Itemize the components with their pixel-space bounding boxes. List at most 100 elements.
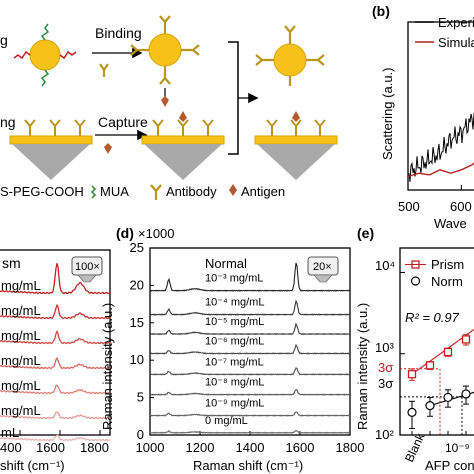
panel-e-ytick-3: 10³: [375, 340, 394, 355]
panel-b-tick-500: 500: [398, 199, 420, 214]
panel-d-conc-label: 10⁻⁹ mg/mL: [205, 398, 264, 410]
panel-e-legend: Prism Norm: [405, 257, 464, 289]
panel-b-chart: (b) Scattering (a.u.) Experim Simulat 50…: [372, 3, 474, 231]
panel-b-label: (b): [372, 3, 390, 19]
panel-d-conc-label: 0 mg/mL: [205, 415, 248, 427]
prism-spectrum-line: [0, 356, 111, 370]
panel-e-ylabel: Raman intensity (a.u.): [355, 303, 370, 430]
panel-d-title: Normal: [205, 256, 247, 271]
legend-antibody: Antibody: [166, 184, 217, 199]
prism-data-point: [425, 361, 435, 370]
prism-spectrum-line: [0, 329, 111, 345]
panel-c-conc-label: mg/mL: [1, 278, 41, 293]
panel-e-label: (e): [357, 225, 374, 241]
antibody-legend-icon: [150, 184, 162, 200]
panel-c-tick-1600: 1600: [36, 440, 65, 455]
legend-normal: Norm: [431, 274, 463, 289]
panel-c-tick-1800: 1800: [80, 440, 109, 455]
prism-substrate-right: [254, 111, 338, 180]
antigen-legend-icon: [229, 184, 237, 196]
normal-data-point: [425, 401, 435, 411]
normal-data-point: [443, 392, 453, 403]
panel-d-conc-label: 10⁻³ mg/mL: [205, 273, 263, 285]
panel-d-xtick-label: 1000: [136, 440, 165, 455]
objective-20x-label: 20×: [313, 261, 332, 273]
panel-d-ytick-label: 0: [137, 427, 144, 442]
gold-nanoparticle-result: [255, 25, 325, 86]
left-cut-text-2: ng: [0, 114, 16, 130]
panel-e-r2: R² = 0.97: [405, 310, 460, 325]
normal-spectrum-line: [149, 262, 351, 292]
prism-data-point: [407, 370, 417, 379]
normal-spectrum-line: [149, 343, 351, 355]
panel-d-conc-label: 10⁻⁵ mg/mL: [205, 316, 264, 328]
panel-e-ytick-4: 10⁴: [375, 258, 395, 273]
legend-experimental: Experim: [438, 15, 474, 30]
panel-d-xtick-label: 1600: [286, 440, 315, 455]
normal-spectrum-line: [149, 299, 351, 316]
prism-spectrum-line: [0, 303, 111, 320]
panel-c-prism-label: sm: [2, 255, 21, 271]
panel-d-chart: (d) ×1000 Raman intensity (a.u.) 0 5 10 15 2…: [100, 225, 364, 473]
panel-c-conc-label: mg/mL: [1, 303, 41, 318]
panel-d-xtick-label: 1800: [336, 440, 365, 455]
panel-c-conc-label: mg/mL: [1, 403, 41, 418]
panel-d-multiplier: ×1000: [138, 226, 175, 241]
three-sigma-red: 3σ: [378, 360, 393, 375]
panel-b-tick-600: 600: [450, 199, 472, 214]
antibody-icon: [99, 63, 109, 77]
panel-c-conc-label: mg/mL: [1, 353, 41, 368]
panel-c-chart: sm 100× mg/mL mg/mL mg/mL mg/mL mg/mL mg/mL mL…: [0, 249, 111, 473]
panel-e-xtick-1e-9: 10⁻⁹: [445, 441, 470, 455]
panel-b-ylabel: Scattering (a.u.): [380, 68, 395, 161]
normal-data-point: [407, 407, 417, 417]
legend-simulated: Simulat: [438, 35, 474, 50]
prism-substrate-middle: [141, 111, 225, 180]
capture-label: Capture: [98, 114, 148, 130]
prism-fit-line: [411, 328, 474, 375]
gold-nanoparticle-antibody: [130, 15, 200, 85]
gold-nanoparticle-bare: [13, 23, 77, 87]
prism-data-point: [443, 347, 453, 357]
scattering-series-line: [407, 112, 474, 182]
normal-spectrum-line: [149, 411, 351, 417]
prism-spectrum-line: [0, 263, 111, 295]
normal-spectrum-line: [149, 429, 351, 434]
prism-spectrum-line: [0, 411, 111, 420]
panel-b-xlabel: Wave: [434, 216, 467, 231]
panel-c-tick-400: 400: [0, 440, 22, 455]
panel-d-conc-label: 10⁻⁸ mg/mL: [205, 377, 264, 389]
objective-20x-icon: 20×: [307, 256, 339, 283]
binding-label: Binding: [95, 25, 142, 41]
prism-spectrum-line: [0, 384, 110, 395]
panel-c-conc-label: mg/mL: [1, 378, 41, 393]
three-sigma-black: 3σ: [378, 376, 393, 391]
objective-100x-icon: 100×: [71, 256, 103, 283]
panel-d-ylabel: Raman intensity (a.u.): [100, 303, 115, 430]
normal-data-point: [461, 389, 471, 399]
panel-d-label: (d): [116, 225, 134, 241]
schematic-legend: S-PEG-COOH MUA Antibody Antigen: [0, 184, 285, 200]
panel-d-ytick-label: 10: [130, 352, 144, 367]
legend-prism: Prism: [431, 257, 464, 272]
panel-d-conc-label: 10⁻⁷ mg/mL: [205, 356, 264, 368]
prism-data-point: [461, 335, 471, 344]
panel-c-conc-label: mL: [1, 425, 19, 440]
normal-fit-line: [429, 391, 474, 407]
panel-e-xlabel: AFP conc: [425, 458, 474, 473]
panel-d-xtick-label: 1200: [186, 440, 215, 455]
panel-d-xtick-label: 1400: [236, 440, 265, 455]
scattering-series-line: [407, 162, 474, 178]
mua-icon: [90, 185, 97, 199]
normal-spectrum-line: [149, 389, 351, 396]
panel-c-conc-label: mg/mL: [1, 328, 41, 343]
panel-d-ytick-label: 15: [130, 315, 144, 330]
legend-peg: S-PEG-COOH: [0, 184, 84, 199]
panel-d-ytick-label: 20: [130, 277, 144, 292]
objective-100x-label: 100×: [75, 261, 100, 273]
legend-mua: MUA: [100, 184, 129, 199]
panel-d-conc-label: 10⁻⁴ mg/mL: [205, 297, 264, 309]
schematic-panel: g ng Binding: [0, 15, 338, 200]
legend-antigen: Antigen: [241, 184, 285, 199]
